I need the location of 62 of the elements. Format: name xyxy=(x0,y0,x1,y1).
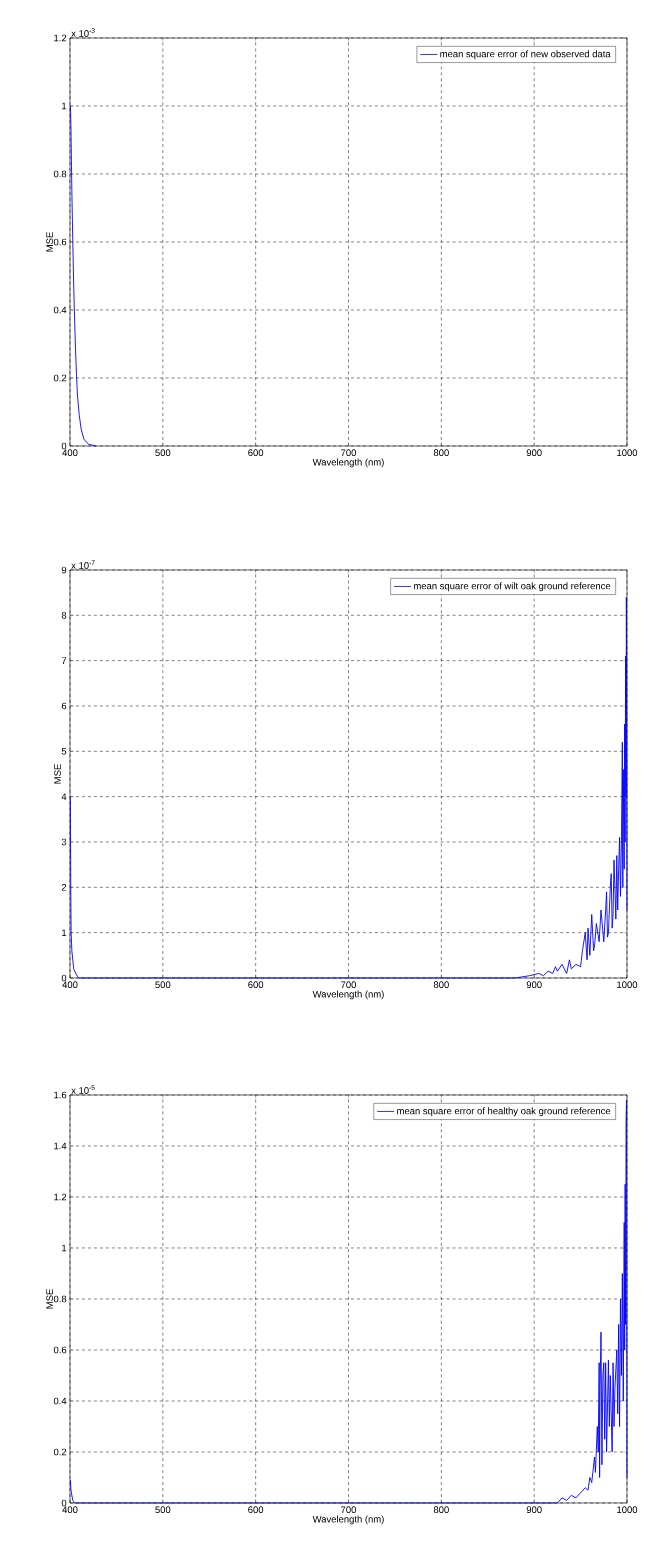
x-axis-title: Wavelength (nm) xyxy=(312,990,384,1000)
x-tick-label: 700 xyxy=(341,449,357,457)
x-tick-label: 800 xyxy=(433,981,449,989)
legend-label: mean square error of new observed data xyxy=(440,50,611,60)
y-tick-label: 1.2 xyxy=(54,1193,67,1201)
y-tick-label: 6 xyxy=(61,702,67,710)
text: x 10$^{-3}$ xyxy=(71,28,95,37)
y-tick-label: 7 xyxy=(61,657,67,664)
x-tick-label: 400 xyxy=(62,981,78,989)
x-tick-label: 900 xyxy=(526,981,542,989)
x-tick-label: 900 xyxy=(526,449,542,457)
x-tick-label: 600 xyxy=(248,981,264,989)
text: x 10$^{-5}$ xyxy=(71,1085,95,1094)
y-tick-label: 1.6 xyxy=(54,1091,67,1099)
x-tick-label: 500 xyxy=(155,981,171,989)
y-tick-label: 0.4 xyxy=(53,1397,67,1405)
y-tick-label: 1 xyxy=(62,929,67,936)
y-tick-label: 5 xyxy=(61,748,67,755)
x-tick-label: 500 xyxy=(155,1506,171,1514)
y-tick-label: 0.2 xyxy=(53,374,67,382)
y-tick-label: 9 xyxy=(61,566,67,574)
y-tick-label: 1 xyxy=(62,102,67,110)
y-tick-label: 3 xyxy=(61,838,67,846)
legend-label: mean square error of wilt oak ground reference xyxy=(414,582,611,592)
x-tick-label: 800 xyxy=(433,1506,449,1514)
x-tick-label: 500 xyxy=(155,449,171,457)
x-tick-label: 400 xyxy=(62,449,78,457)
text: x 10$^{-7}$ xyxy=(71,560,95,569)
y-tick-label: 0.4 xyxy=(53,306,67,314)
y-axis-title: MSE xyxy=(54,764,61,784)
x-tick-label: 1000 xyxy=(617,449,638,457)
x-tick-label: 800 xyxy=(433,449,449,457)
x-tick-label: 1000 xyxy=(617,981,638,989)
y-tick-label: 0.6 xyxy=(53,238,67,246)
y-tick-label: 0.8 xyxy=(53,1295,67,1303)
y-axis-title: MSE xyxy=(46,1289,53,1309)
line-series xyxy=(69,596,628,979)
y-tick-label: 1.2 xyxy=(54,34,67,42)
x-tick-label: 700 xyxy=(341,1506,357,1514)
x-tick-label: 700 xyxy=(341,981,357,989)
y-tick-label: 1.4 xyxy=(54,1142,67,1150)
x-tick-label: 600 xyxy=(248,449,264,457)
y-tick-label: 1 xyxy=(62,1244,67,1252)
x-tick-label: 900 xyxy=(526,1506,542,1514)
y-tick-label: 0 xyxy=(61,442,67,450)
x-tick-label: 600 xyxy=(248,1506,264,1514)
y-tick-label: 0.8 xyxy=(53,170,67,178)
y-tick-label: 0 xyxy=(61,1499,67,1507)
line-series xyxy=(70,105,97,447)
legend-label: mean square error of healthy oak ground reference xyxy=(397,1107,611,1117)
x-tick-label: 400 xyxy=(62,1506,78,1514)
y-axis-title: MSE xyxy=(46,232,53,252)
x-tick-label: 1000 xyxy=(617,1506,638,1514)
y-tick-label: 0 xyxy=(61,974,67,982)
y-tick-label: 4 xyxy=(61,793,67,800)
line-series xyxy=(70,1099,628,1504)
y-tick-label: 2 xyxy=(61,884,67,891)
x-axis-title: Wavelength (nm) xyxy=(312,1515,384,1525)
y-tick-label: 8 xyxy=(61,611,67,619)
y-tick-label: 0.6 xyxy=(53,1346,67,1354)
y-tick-label: 0.2 xyxy=(53,1448,67,1456)
x-axis-title: Wavelength (nm) xyxy=(312,458,384,468)
